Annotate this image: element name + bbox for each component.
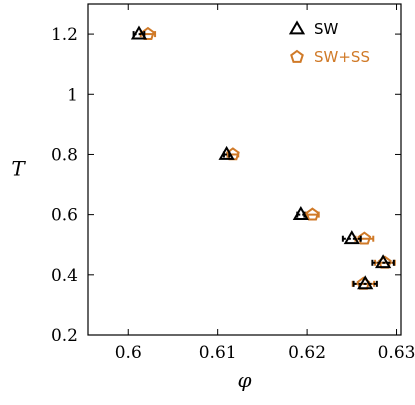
plot-frame: [87, 3, 402, 336]
legend-label-sw: SW: [314, 20, 339, 38]
series-sw: [130, 25, 395, 290]
x-tick-label: 0.6: [115, 343, 142, 363]
axis-ticks: [88, 4, 401, 336]
legend-marker-sw: [288, 20, 306, 35]
legend-pentagon-icon: [290, 49, 304, 63]
y-tick-label: 1.2: [51, 25, 78, 45]
y-tick-labels: 0.2 0.4 0.6 0.8 1 1.2: [51, 25, 78, 346]
data-point-sw: [343, 230, 360, 245]
legend-triangle-icon: [288, 20, 306, 35]
data-point-sw: [374, 254, 392, 269]
x-tick-label: 0.62: [288, 343, 326, 363]
y-axis-label: T: [11, 157, 26, 181]
data-point-sw: [218, 145, 235, 160]
legend: SW SW+SS: [288, 20, 370, 66]
y-tick-label: 1: [67, 85, 78, 105]
legend-label-sw-ss: SW+SS: [314, 48, 370, 66]
x-tick-label: 0.61: [199, 343, 237, 363]
y-tick-label: 0.2: [51, 326, 78, 346]
data-point-sw: [292, 206, 309, 221]
y-tick-label: 0.4: [51, 266, 78, 286]
x-tick-labels: 0.6 0.61 0.62 0.63: [115, 343, 415, 363]
y-tick-label: 0.8: [51, 145, 78, 165]
y-tick-label: 0.6: [51, 206, 78, 226]
data-points: [130, 25, 396, 290]
x-tick-label: 0.63: [378, 343, 415, 363]
series-sw-ss: [139, 26, 396, 290]
data-point-sw: [130, 25, 148, 40]
data-point-sw: [357, 275, 374, 290]
data-point-sw-ss: [357, 231, 372, 245]
data-point-sw-ss: [305, 207, 320, 221]
data-point-sw-ss: [141, 26, 155, 40]
legend-marker-sw-ss: [290, 49, 304, 63]
x-axis-label: φ: [237, 368, 251, 392]
